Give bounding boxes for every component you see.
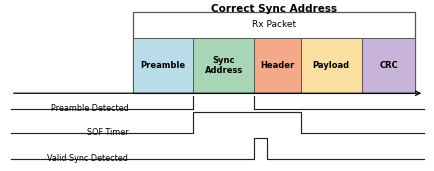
Text: Preamble: Preamble bbox=[140, 61, 185, 70]
Bar bbox=[361, 38, 414, 93]
Text: Valid Sync Detected: Valid Sync Detected bbox=[47, 154, 128, 163]
Text: Header: Header bbox=[260, 61, 294, 70]
Text: Correct Sync Address: Correct Sync Address bbox=[210, 4, 336, 14]
Bar bbox=[132, 38, 193, 93]
Bar bbox=[253, 38, 300, 93]
Bar bbox=[300, 38, 361, 93]
Text: Preamble Detected: Preamble Detected bbox=[50, 104, 128, 113]
Text: CRC: CRC bbox=[378, 61, 397, 70]
Bar bbox=[193, 38, 254, 93]
Text: Payload: Payload bbox=[312, 61, 349, 70]
Text: SOF Timer: SOF Timer bbox=[86, 128, 128, 137]
Bar bbox=[132, 12, 414, 93]
Text: Rx Packet: Rx Packet bbox=[251, 20, 296, 29]
Text: Sync
Address: Sync Address bbox=[204, 56, 243, 75]
